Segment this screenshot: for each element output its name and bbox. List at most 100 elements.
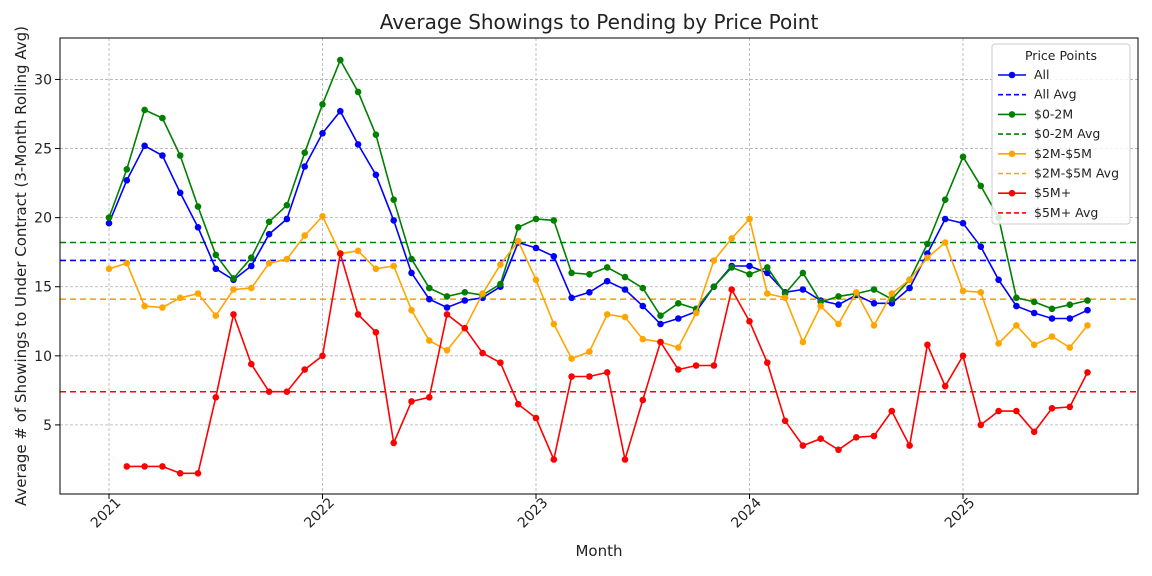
legend-avg-label: All Avg (1034, 87, 1077, 102)
data-point (621, 273, 629, 281)
data-point (621, 313, 629, 321)
data-point (408, 306, 415, 314)
series-group (123, 250, 1091, 477)
data-point (159, 304, 166, 311)
data-point (941, 239, 949, 246)
data-point (443, 347, 451, 354)
data-point (265, 230, 273, 238)
data-point (141, 106, 148, 114)
legend: Price Points All All Avg $0-2M $0-2M Avg $2M… (991, 43, 1131, 225)
data-point (710, 283, 718, 291)
data-point (1013, 294, 1020, 302)
data-point (959, 287, 967, 295)
data-point (1030, 428, 1038, 436)
data-point (639, 335, 647, 343)
data-point (301, 232, 309, 239)
data-point (194, 224, 202, 231)
data-point (248, 360, 255, 368)
data-point (105, 265, 113, 273)
data-point (123, 166, 131, 173)
data-point (977, 289, 985, 296)
data-point (372, 131, 380, 138)
data-point (212, 312, 220, 320)
legend-avg-label: $2M-$5M Avg (1034, 166, 1119, 181)
data-point (639, 396, 647, 404)
data-point (1048, 315, 1056, 322)
data-point (1066, 344, 1074, 351)
x-tick-label: 2024 (728, 495, 765, 532)
data-point (443, 311, 451, 318)
data-point (123, 463, 131, 470)
data-point (621, 286, 629, 293)
data-point (514, 224, 522, 231)
data-point (159, 114, 166, 122)
data-point (603, 277, 611, 285)
data-point (230, 286, 237, 293)
x-tick-label: 2025 (942, 495, 979, 532)
data-point (799, 442, 807, 449)
data-point (657, 338, 664, 346)
legend-label: $2M-$5M (1034, 146, 1092, 161)
legend-avg-label: $0-2M Avg (1034, 126, 1100, 141)
data-point (710, 257, 718, 264)
data-point (977, 243, 985, 250)
data-point (853, 434, 860, 441)
data-point (710, 362, 718, 369)
data-point (212, 265, 220, 273)
data-point (1013, 302, 1020, 310)
data-point (870, 300, 878, 307)
data-point (675, 344, 682, 351)
data-point (853, 289, 860, 296)
y-tick-label: 15 (34, 280, 52, 296)
data-point (372, 265, 380, 273)
data-point (265, 388, 273, 396)
data-point (586, 271, 593, 278)
data-point (657, 312, 664, 320)
data-point (746, 215, 753, 223)
data-point (675, 366, 682, 373)
data-point (497, 280, 504, 288)
data-point (319, 130, 326, 137)
data-point (123, 259, 131, 267)
data-point (1013, 322, 1020, 329)
data-point (550, 456, 558, 463)
data-point (479, 290, 486, 297)
data-point (426, 394, 433, 401)
data-point (230, 275, 237, 282)
data-point (176, 152, 184, 159)
legend-box (991, 43, 1131, 225)
data-point (532, 244, 540, 252)
data-point (799, 338, 807, 346)
data-point (408, 255, 415, 263)
x-tick-label: 2022 (301, 495, 338, 532)
data-point (924, 254, 931, 261)
data-point (764, 359, 771, 367)
x-tick-label: 2021 (88, 495, 125, 532)
data-point (105, 219, 113, 227)
data-point (123, 177, 131, 184)
data-point (728, 286, 735, 293)
data-point (941, 382, 949, 390)
series-group (105, 107, 1091, 328)
data-point (390, 262, 398, 270)
data-point (212, 394, 220, 401)
data-point (1030, 309, 1038, 317)
grid-lines (60, 38, 1138, 494)
data-point (586, 289, 593, 296)
data-point (621, 456, 629, 463)
data-point (212, 251, 220, 259)
data-point (443, 304, 451, 311)
data-point (746, 271, 753, 278)
data-point (194, 290, 202, 297)
legend-marker (1008, 189, 1016, 197)
data-point (1084, 322, 1091, 329)
data-point (141, 463, 148, 470)
data-point (497, 359, 504, 367)
data-point (532, 215, 540, 223)
y-axis-label: Average # of Showings to Under Contract … (12, 26, 30, 506)
data-point (426, 284, 433, 292)
data-point (301, 163, 309, 170)
data-point (319, 101, 326, 108)
data-point (799, 286, 807, 293)
